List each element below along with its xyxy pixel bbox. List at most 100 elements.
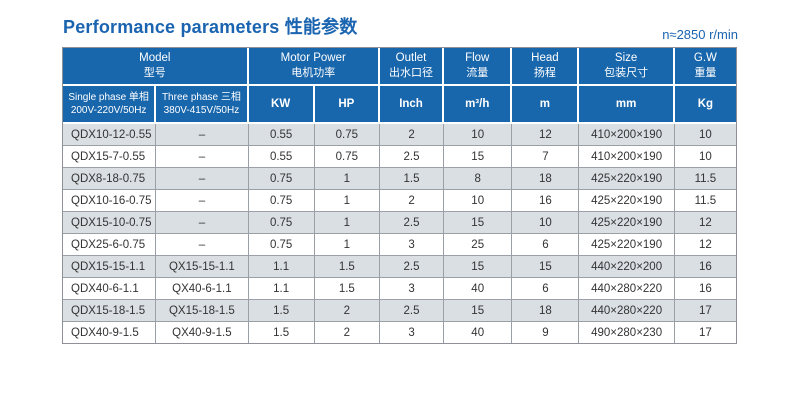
unit-inch: Inch	[379, 86, 445, 124]
table-cell: 12	[512, 124, 580, 146]
table-cell: 2.5	[379, 300, 445, 322]
unit-single-phase: Single phase 单相 200V-220V/50Hz	[63, 86, 157, 124]
table-cell: 425×220×190	[579, 212, 675, 234]
table-cell: 410×200×190	[579, 146, 675, 168]
model-cell: QDX15-10-0.75	[63, 212, 157, 234]
model-cell: QDX8-18-0.75	[63, 168, 157, 190]
table-cell: 3	[379, 278, 445, 300]
table-cell: 1.1	[248, 256, 315, 278]
table-cell: 10	[512, 212, 580, 234]
unit-m: m	[512, 86, 580, 124]
table-cell: 10	[444, 190, 513, 212]
table-cell: 490×280×230	[579, 322, 675, 343]
table-cell: 11.5	[674, 168, 736, 190]
table-cell: 0.75	[314, 124, 380, 146]
model-cell: QDX25-6-0.75	[63, 234, 157, 256]
page-title: Performance parameters 性能参数	[63, 17, 358, 37]
table-cell: 0.55	[248, 124, 315, 146]
table-cell: 440×280×220	[579, 300, 675, 322]
table-row: QDX15-7-0.55–0.55 0.75 2.5 15 7 410×200×190 10	[63, 146, 736, 168]
table-cell: 2.5	[379, 146, 445, 168]
table-cell: 410×200×190	[579, 124, 675, 146]
performance-table: Model 型号 Motor Power 电机功率 Outlet 出水口径 Flow 流量 He…	[62, 47, 737, 344]
table-cell: 17	[674, 322, 736, 343]
table-cell: –	[156, 234, 249, 256]
table-cell: –	[156, 190, 249, 212]
table-cell: 1.5	[314, 256, 380, 278]
table-row: QDX40-9-1.5 QX40-9-1.5 1.5 2 3 40 9 490×280×230…	[63, 322, 736, 343]
table-cell: 10	[444, 124, 513, 146]
table-cell: 12	[674, 234, 736, 256]
table-cell: 18	[512, 168, 580, 190]
table-row: QDX15-18-1.5 QX15-18-1.5 1.5 2 2.5 15 18 440×28…	[63, 300, 736, 322]
table-row: QDX10-16-0.75–0.75 1 2 10 16 425×220×190 11.5	[63, 190, 736, 212]
table-body: QDX10-12-0.55–0.55 0.75 2 10 12 410×200×190 10…	[63, 124, 736, 343]
table-cell: 12	[674, 212, 736, 234]
table-cell: 0.75	[248, 212, 315, 234]
unit-m-h: m³/h	[444, 86, 513, 124]
model-cell: QDX15-18-1.5	[63, 300, 157, 322]
table-cell: 10	[674, 146, 736, 168]
header-size: Size 包装尺寸	[579, 48, 675, 86]
table-cell: QX40-9-1.5	[156, 322, 249, 343]
table-cell: 6	[512, 234, 580, 256]
header-head: Head 扬程	[512, 48, 580, 86]
table-cell: 2	[314, 322, 380, 343]
table-row: QDX25-6-0.75–0.75 1 3 25 6 425×220×190 12	[63, 234, 736, 256]
table-row: QDX10-12-0.55–0.55 0.75 2 10 12 410×200×190 10	[63, 124, 736, 146]
table-cell: 0.75	[248, 190, 315, 212]
model-cell: QDX15-15-1.1	[63, 256, 157, 278]
model-cell: QDX10-16-0.75	[63, 190, 157, 212]
header-unit-row: Single phase 单相 200V-220V/50Hz Three phase…	[63, 86, 736, 124]
unit-three-phase: Three phase 三相 380V-415V/50Hz	[156, 86, 249, 124]
table-row: QDX15-15-1.1 QX15-15-1.1 1.1 1.5 2.5 15 15 440×…	[63, 256, 736, 278]
header-g-w: G.W 重量	[674, 48, 736, 86]
table-cell: 15	[512, 256, 580, 278]
header-outlet: Outlet 出水口径	[379, 48, 445, 86]
unit-kg: Kg	[674, 86, 736, 124]
table-cell: 0.75	[248, 168, 315, 190]
table-cell: 10	[674, 124, 736, 146]
table-cell: 1	[314, 234, 380, 256]
table-cell: 16	[674, 256, 736, 278]
table-row: QDX40-6-1.1 QX40-6-1.1 1.1 1.5 3 40 6 440×280×2…	[63, 278, 736, 300]
table-cell: –	[156, 212, 249, 234]
table-cell: 1	[314, 168, 380, 190]
table-cell: 2.5	[379, 256, 445, 278]
unit-kw: KW	[248, 86, 315, 124]
table-cell: 425×220×190	[579, 168, 675, 190]
table-cell: 15	[444, 212, 513, 234]
table-cell: 15	[444, 300, 513, 322]
table-cell: QX40-6-1.1	[156, 278, 249, 300]
table-cell: 8	[444, 168, 513, 190]
table-cell: QX15-15-1.1	[156, 256, 249, 278]
model-cell: QDX10-12-0.55	[63, 124, 157, 146]
table-cell: 2	[379, 190, 445, 212]
table-cell: 17	[674, 300, 736, 322]
table-cell: –	[156, 124, 249, 146]
table-cell: –	[156, 168, 249, 190]
table-cell: 0.75	[248, 234, 315, 256]
table-cell: 15	[444, 146, 513, 168]
table-cell: 1	[314, 190, 380, 212]
header-motor-power: Motor Power 电机功率	[248, 48, 380, 86]
table-cell: 16	[674, 278, 736, 300]
table-cell: 440×220×200	[579, 256, 675, 278]
unit-mm: mm	[579, 86, 675, 124]
table-cell: 7	[512, 146, 580, 168]
table-cell: 0.75	[314, 146, 380, 168]
table-header: Model 型号 Motor Power 电机功率 Outlet 出水口径 Flow 流量 He…	[63, 48, 736, 124]
table-cell: 1.5	[314, 278, 380, 300]
table-cell: –	[156, 146, 249, 168]
model-cell: QDX15-7-0.55	[63, 146, 157, 168]
table-cell: 40	[444, 322, 513, 343]
table-cell: 3	[379, 322, 445, 343]
table-cell: 6	[512, 278, 580, 300]
header-group-row: Model 型号 Motor Power 电机功率 Outlet 出水口径 Flow 流量 He…	[63, 48, 736, 86]
table-cell: 9	[512, 322, 580, 343]
table-cell: 2.5	[379, 212, 445, 234]
table-cell: 425×220×190	[579, 234, 675, 256]
table-cell: QX15-18-1.5	[156, 300, 249, 322]
table-cell: 11.5	[674, 190, 736, 212]
table-cell: 1.5	[248, 322, 315, 343]
